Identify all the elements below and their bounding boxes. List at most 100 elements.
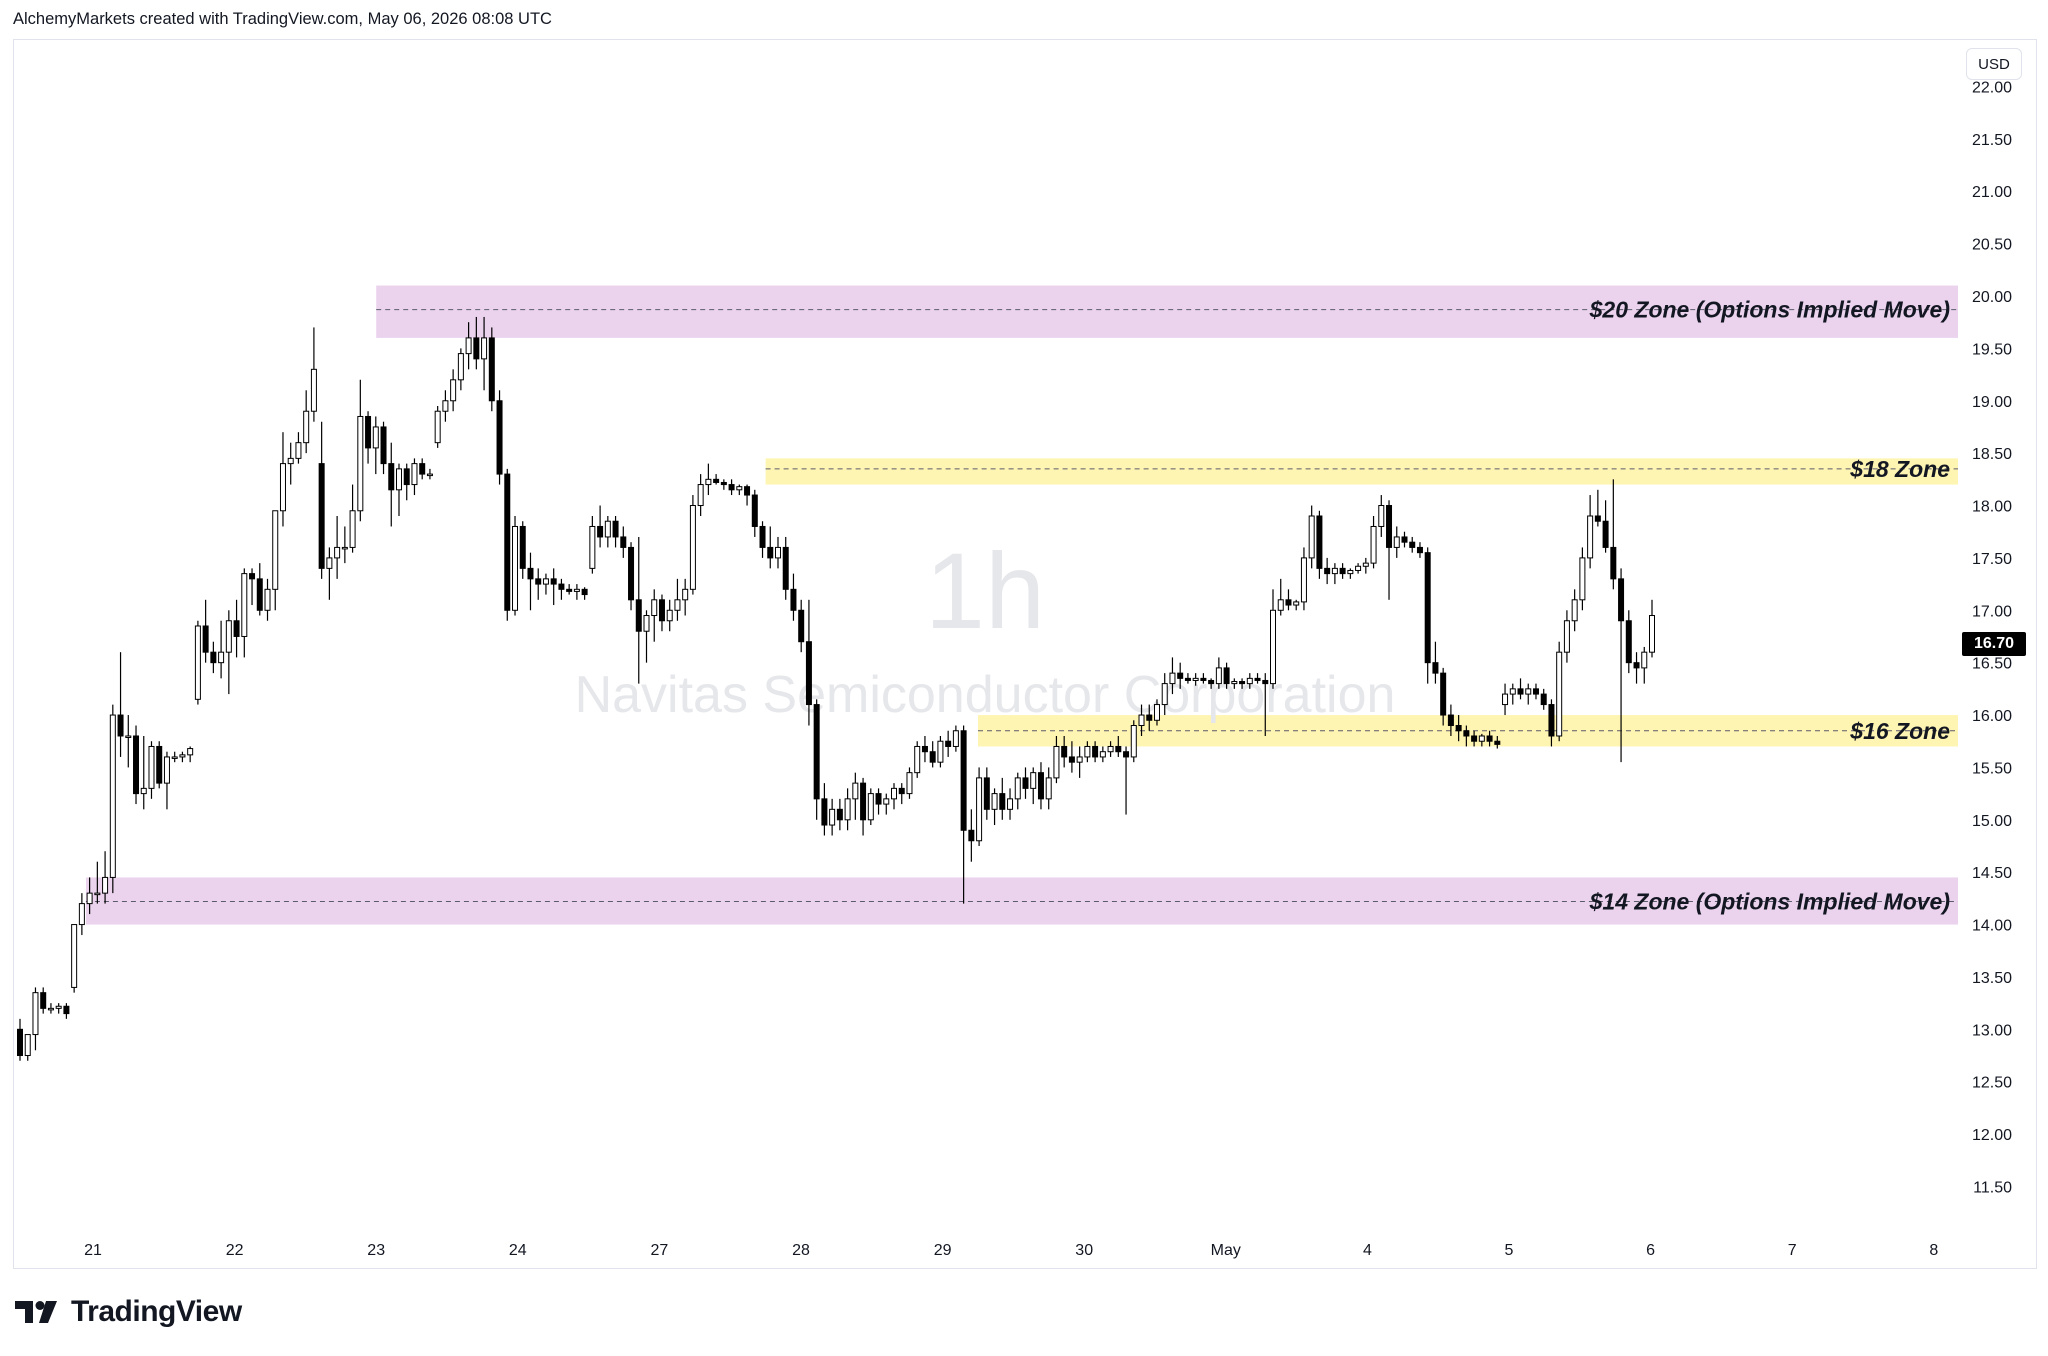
candle-body [419,463,426,475]
candle-body [1022,777,1029,789]
candle-body [1130,725,1137,758]
x-tick-label: 7 [1788,1242,1797,1259]
candle-body [1463,730,1470,737]
candle-body [426,473,433,477]
y-tick-label: 19.00 [1972,394,2012,411]
candle-body [303,410,310,444]
candle-body [272,510,279,590]
currency-button[interactable]: USD [1966,48,2022,80]
candle-body [310,368,317,412]
candle-body [527,567,534,580]
candle-body [1153,704,1160,721]
candle-body [156,745,163,784]
candle-body [1146,714,1153,721]
y-tick-label: 13.00 [1972,1022,2012,1039]
candle-body [1525,688,1532,695]
candle-body [1053,745,1060,779]
candle-body [875,793,882,805]
candle-body [519,525,526,569]
candle-body [1161,683,1168,706]
candle-body [102,876,109,894]
candle-body [1068,756,1075,763]
candle-body [921,745,928,753]
zone-band [85,877,1958,925]
x-tick-label: 5 [1505,1242,1514,1259]
candle-body [1246,677,1253,685]
zone-label: $18 Zone [1849,456,1950,482]
zone-band [376,285,1959,338]
candle-body [17,1028,23,1057]
candle-body [713,478,720,483]
candle-body [906,772,913,795]
candle-body [960,730,967,831]
zone-label: $16 Zone [1849,718,1950,744]
candle-body [47,1007,54,1011]
candle-body [829,808,836,826]
candle-body [109,714,116,878]
candle-body [759,525,766,548]
candle-body [71,924,78,988]
candle-body [620,536,627,548]
candle-body [612,520,619,538]
candle-body [635,599,642,632]
tradingview-brand[interactable]: TradingView [15,1295,242,1328]
candle-body [542,578,549,585]
x-tick-label: 27 [651,1242,669,1259]
y-tick-label: 18.50 [1972,446,2012,463]
x-tick-label: 28 [792,1242,810,1259]
candle-body [1447,714,1454,727]
y-tick-label: 18.00 [1972,499,2012,516]
candle-body [1277,599,1284,611]
watermark-symbol-name: Navitas Semiconductor Corporation [575,666,1396,724]
candle-body [488,337,495,402]
candle-body [481,337,488,360]
zone-labels-layer: $20 Zone (Options Implied Move) $18 Zone $… [1589,297,1951,915]
candle-body [1200,677,1207,681]
candle-body [1432,662,1439,674]
candle-body [991,793,998,810]
candle-body [434,410,441,444]
candle-body [171,756,178,759]
candle-body [999,793,1006,810]
candle-body [1208,679,1215,685]
candle-body [279,463,286,512]
candle-body [411,463,418,486]
candle-body [1308,515,1315,559]
candle-body [1115,745,1122,753]
candle-body [32,992,39,1036]
price-axis: 11.50 12.00 12.50 13.00 13.50 14.00 14.50 15.00… [1972,79,2012,1196]
x-tick-label: 21 [84,1242,102,1259]
candle-body [666,609,673,622]
candle-body [651,599,658,617]
candle-body [1594,515,1601,522]
candle-body [782,546,789,590]
last-price-tag: 16.70 [1962,632,2026,656]
candle-body [457,353,464,381]
candle-body [256,578,263,611]
candle-body [604,520,611,538]
x-tick-label: 4 [1363,1242,1372,1259]
candle-body [264,588,271,611]
candle-body [496,400,503,475]
candle-body [566,588,573,592]
y-tick-label: 21.50 [1972,132,2012,149]
candle-body [1478,735,1485,742]
candle-body [1192,677,1199,681]
candle-body [1092,745,1099,758]
candle-body [1393,536,1400,548]
candle-body [821,798,828,826]
candle-body [976,777,983,842]
y-tick-label: 17.00 [1972,603,2012,620]
candle-body [1076,756,1083,763]
candle-body [504,473,511,611]
candle-body [380,426,387,465]
candle-body [1401,536,1408,543]
y-tick-label: 15.00 [1972,813,2012,830]
candle-body [767,546,774,559]
candle-body [589,525,596,569]
y-tick-label: 16.50 [1972,656,2012,673]
candle-body [1084,745,1091,758]
candle-body [968,829,975,842]
candle-body [628,546,635,601]
